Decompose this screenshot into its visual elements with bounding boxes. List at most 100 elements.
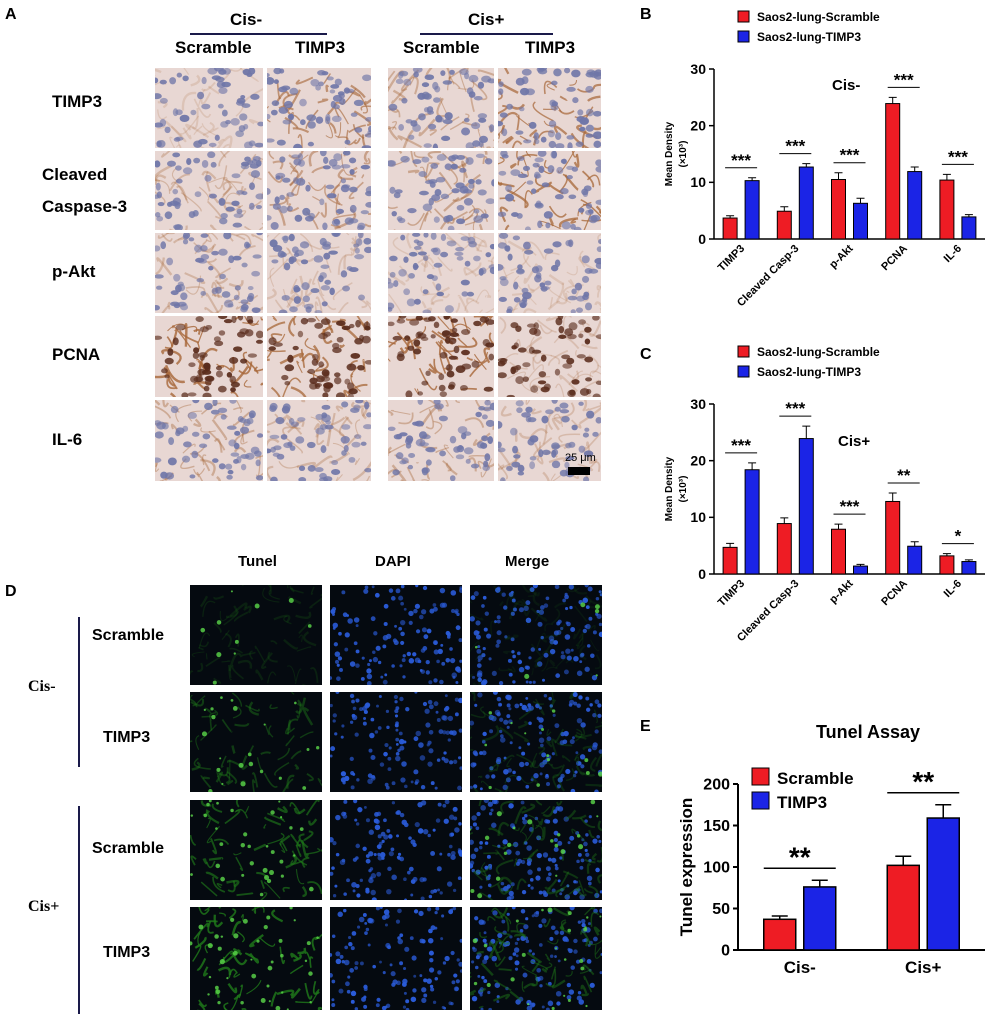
error-bar [964, 214, 973, 217]
y-tick-label: 50 [712, 901, 730, 918]
fluorescence-tile-r0-c1 [330, 585, 462, 685]
bar-chart-c-s1-2 [853, 565, 868, 575]
error-bar [834, 523, 843, 530]
error-bar [726, 542, 735, 548]
column-label-tunel: Tunel [238, 553, 277, 570]
bar-chart-c-s0-3 [885, 500, 901, 575]
bar-chart-c-s0-1 [776, 523, 792, 575]
row-label-pakt: p-Akt [52, 262, 96, 281]
row-label-il6: IL-6 [52, 430, 83, 449]
fluorescence-tile-r1-c1 [330, 692, 462, 792]
significance-label: *** [731, 151, 751, 170]
legend-swatch-1 [751, 791, 770, 810]
error-bar [910, 166, 919, 172]
row-label-d-timp3-1: TIMP3 [103, 729, 151, 746]
legend-label-0: Saos2-lung-Scramble [757, 345, 880, 359]
chart-title: Tunel Assay [816, 722, 920, 742]
error-bar [802, 425, 811, 439]
group-label-cis-minus-d: Cis- [28, 678, 56, 695]
x-tick-label: p-Akt [827, 242, 856, 271]
row-label-timp3: TIMP3 [52, 92, 103, 111]
error-bar [942, 553, 951, 556]
bar-chart-e-s1-1 [926, 817, 960, 951]
ihc-tile-r1-c2 [388, 151, 494, 230]
ihc-tile-r2-c1 [267, 233, 371, 313]
legend-swatch-1 [737, 30, 750, 43]
x-tick-label: TIMP3 [716, 578, 747, 609]
y-axis-label: Mean Density [664, 456, 675, 521]
x-tick-label: IL-6 [942, 578, 964, 600]
panel-letter-e: E [640, 718, 651, 735]
x-tick-label: Cis- [784, 958, 816, 977]
ihc-tile-r0-c3 [498, 68, 601, 148]
bar-chart-c-s1-3 [907, 545, 923, 575]
ihc-tile-r4-c0 [155, 400, 263, 481]
bar-chart-e-s0-1 [886, 864, 920, 951]
bar-chart-c-s1-0 [744, 469, 760, 575]
y-tick-label: 100 [703, 860, 730, 877]
fluorescence-tile-r3-c2 [470, 907, 602, 1010]
ihc-tile-r3-c1 [267, 316, 371, 397]
column-label-merge: Merge [505, 553, 550, 570]
row-label-d-timp3-2: TIMP3 [103, 944, 151, 961]
y-tick-label: 200 [703, 777, 730, 794]
fluorescence-tile-r2-c2 [470, 800, 602, 900]
bar-chart-b-s0-1 [776, 210, 792, 240]
fluorescence-tile-r3-c1 [330, 907, 462, 1010]
column-label-dapi: DAPI [375, 553, 411, 570]
fluorescence-tile-r3-c0 [190, 907, 322, 1010]
error-bar [780, 517, 789, 524]
legend-label-1: TIMP3 [777, 793, 827, 812]
significance-label: *** [948, 147, 968, 166]
row-label-cleaved: Cleaved [42, 165, 108, 184]
ihc-tile-r3-c0 [155, 316, 263, 397]
bar-chart-c-s0-0 [722, 546, 738, 575]
group-line-cis-plus [420, 33, 553, 35]
panel-letter-d: D [5, 583, 17, 600]
ihc-tile-r2-c3 [498, 233, 601, 313]
significance-label: *** [840, 497, 860, 516]
legend-swatch-1 [737, 365, 750, 378]
legend-swatch-0 [737, 345, 750, 358]
error-bar [856, 197, 865, 204]
y-tick-label: 20 [690, 453, 706, 469]
group-line-cis-minus [190, 33, 327, 35]
ihc-tile-r0-c1 [267, 68, 371, 148]
error-bar [935, 804, 952, 819]
significance-label: *** [731, 436, 751, 455]
error-bar [811, 879, 828, 887]
ihc-tile-r0-c2 [388, 68, 494, 148]
error-bar [895, 855, 912, 866]
group-label-cis-minus: Cis- [230, 10, 263, 29]
column-label-scramble-1: Scramble [175, 38, 252, 57]
group-bracket-cis-minus [78, 617, 80, 767]
column-label-timp3-1: TIMP3 [295, 38, 346, 57]
chart-annotation: Cis- [832, 77, 860, 94]
group-label-cis-plus-d: Cis+ [28, 898, 60, 915]
ihc-tile-r4-c2 [388, 400, 494, 481]
legend-swatch-0 [751, 767, 770, 786]
y-axis-unit: (×10³) [678, 141, 689, 168]
x-tick-label: PCNA [879, 243, 910, 274]
bar-chart-b-s1-1 [798, 166, 814, 240]
error-bar [888, 492, 897, 502]
panel-letter-b: B [640, 6, 652, 23]
fluorescence-tile-r1-c2 [470, 692, 602, 792]
row-label-pcna: PCNA [52, 345, 101, 364]
scale-bar-label: 25 μm [565, 452, 596, 464]
fluorescence-tile-r2-c1 [330, 800, 462, 900]
bar-chart-c-s1-1 [798, 438, 814, 575]
column-label-scramble-2: Scramble [403, 38, 480, 57]
error-bar [856, 563, 865, 567]
ihc-tile-r0-c0 [155, 68, 263, 148]
error-bar [748, 177, 757, 181]
scale-bar [568, 467, 590, 475]
legend-label-1: Saos2-lung-TIMP3 [757, 365, 861, 379]
y-tick-label: 30 [690, 396, 706, 412]
y-axis-label: Tunel expression [677, 798, 696, 937]
significance-label: ** [789, 841, 811, 872]
significance-label: *** [840, 146, 860, 165]
bar-chart-c-s1-4 [961, 561, 977, 575]
bar-chart-b-s0-2 [831, 179, 846, 240]
